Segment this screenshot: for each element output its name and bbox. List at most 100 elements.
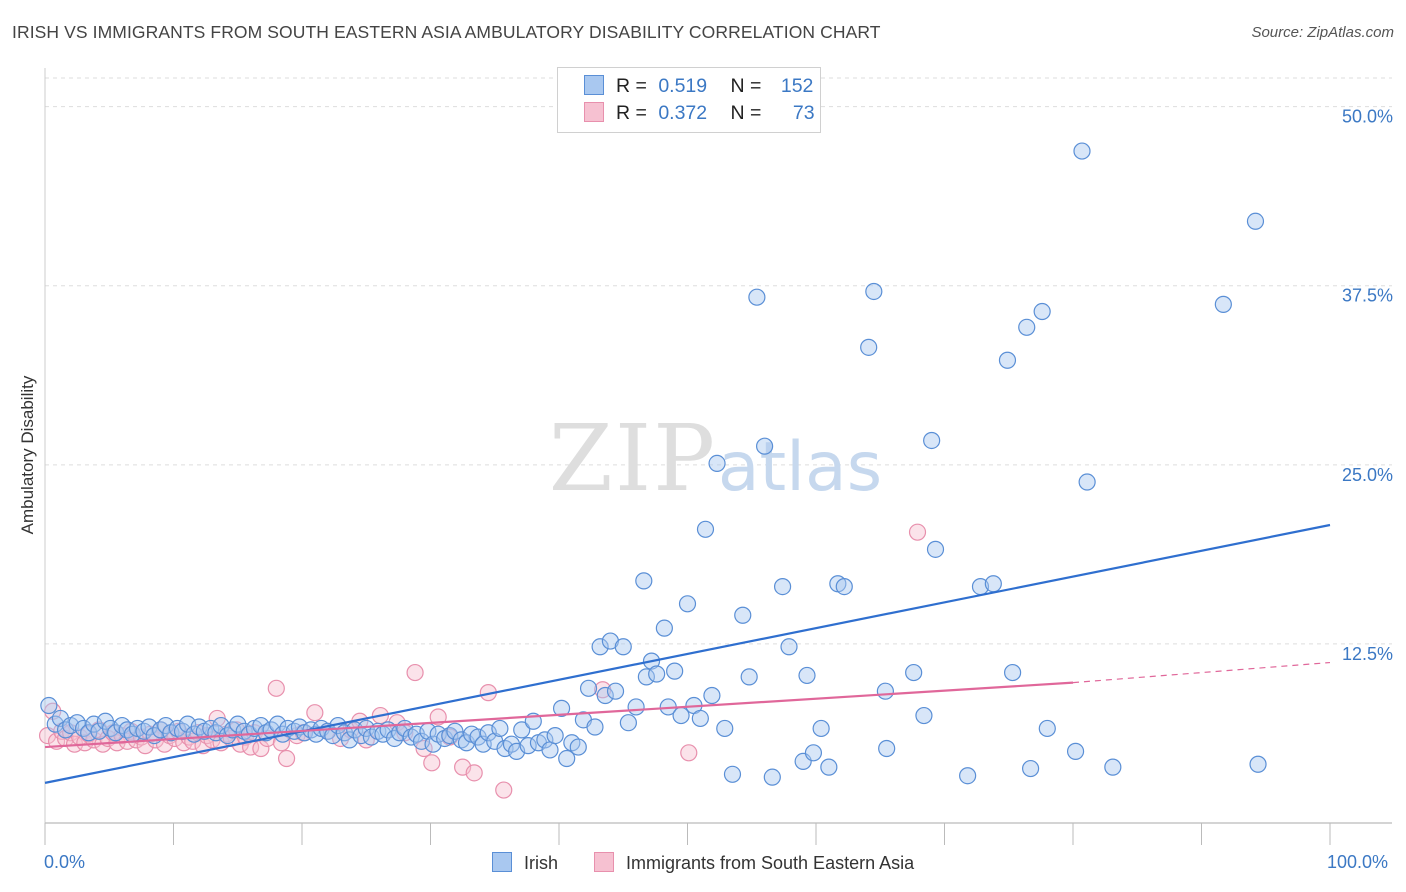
- bottom-legend-irish: Irish: [492, 852, 558, 874]
- irish-point: [740, 668, 758, 686]
- irish-point: [1018, 318, 1036, 336]
- immigrants-point: [680, 744, 698, 762]
- irish-point: [513, 721, 531, 739]
- irish-point: [591, 638, 609, 656]
- legend-n-label: N =: [730, 102, 762, 124]
- irish-point: [536, 731, 554, 749]
- source-label: Source: ZipAtlas.com: [1251, 24, 1394, 41]
- legend-r-label: R =: [616, 75, 647, 97]
- irish-points: [40, 142, 1267, 786]
- irish-point: [1078, 473, 1096, 491]
- irish-point: [452, 731, 470, 749]
- irish-point: [820, 758, 838, 776]
- immigrants-point: [306, 704, 324, 722]
- irish-point: [998, 351, 1017, 369]
- bottom-legend-irish-label: Irish: [524, 853, 559, 873]
- legend-r-label: R =: [616, 102, 647, 124]
- irish-point: [804, 744, 823, 762]
- irish-point: [1004, 663, 1022, 682]
- irish-point: [168, 719, 186, 738]
- immigrants-point: [429, 708, 447, 726]
- irish-point: [596, 686, 614, 705]
- irish-point: [40, 696, 58, 715]
- irish-point: [541, 741, 559, 759]
- irish-point: [627, 698, 645, 716]
- irish-point: [648, 665, 666, 683]
- irish-swatch: [584, 75, 604, 95]
- irish-point: [546, 727, 564, 745]
- irish-point: [780, 638, 798, 656]
- irish-point: [229, 715, 247, 733]
- axes: [44, 68, 1392, 845]
- legend-row-irish: R = 0.519 N = 152: [584, 75, 813, 97]
- irish-point: [905, 663, 923, 682]
- irish-point: [876, 682, 894, 700]
- irish-point: [798, 666, 816, 685]
- bottom-legend-immigrants: Immigrants from South Eastern Asia: [594, 852, 914, 874]
- legend-n-value: 152: [780, 75, 814, 97]
- irish-point: [860, 338, 878, 356]
- watermark-zip: ZIP: [549, 405, 717, 512]
- irish-point: [703, 686, 721, 705]
- immigrants-point: [423, 754, 441, 772]
- watermark-atlas: atlas: [718, 428, 882, 507]
- immigrants-point: [908, 523, 927, 541]
- irish-swatch: [492, 852, 512, 872]
- irish-point: [984, 575, 1002, 593]
- irish-point: [552, 699, 571, 717]
- legend-r-value: 0.372: [658, 102, 708, 124]
- y-tick-label: 12.5%: [1342, 644, 1393, 664]
- immigrants-trend-extension: [1072, 661, 1331, 684]
- irish-point: [558, 749, 576, 768]
- irish-point: [402, 728, 420, 746]
- legend-row-immigrants: R = 0.372 N = 73: [584, 102, 815, 124]
- irish-point: [812, 719, 830, 738]
- y-tick-label: 25.0%: [1342, 465, 1393, 485]
- y-tick-labels: 12.5% 25.0% 37.5% 50.0%: [1342, 107, 1393, 664]
- irish-point: [1033, 302, 1051, 321]
- irish-point: [666, 662, 684, 680]
- legend-r-value: 0.519: [658, 75, 708, 97]
- irish-point: [606, 682, 625, 700]
- irish-point: [491, 719, 509, 738]
- immigrants-point: [277, 749, 296, 768]
- irish-point: [1021, 759, 1040, 778]
- irish-point: [748, 288, 766, 306]
- irish-point: [763, 768, 781, 786]
- irish-point: [655, 619, 673, 637]
- irish-point: [1249, 755, 1267, 773]
- irish-point: [723, 765, 742, 783]
- irish-point: [446, 722, 464, 740]
- immigrants-point: [465, 764, 483, 782]
- irish-point: [569, 738, 587, 756]
- immigrants-trend-line: [44, 681, 1074, 749]
- irish-point: [878, 739, 896, 758]
- y-tick-label: 37.5%: [1342, 286, 1393, 306]
- y-tick-label: 50.0%: [1342, 107, 1393, 127]
- irish-point: [708, 454, 726, 472]
- irish-trend-line: [44, 523, 1331, 784]
- chart-title: IRISH VS IMMIGRANTS FROM SOUTH EASTERN A…: [12, 22, 881, 42]
- irish-point: [734, 606, 752, 624]
- grid-lines: [45, 77, 1392, 645]
- irish-point: [696, 520, 715, 538]
- irish-point: [678, 595, 697, 613]
- irish-point: [1066, 742, 1085, 760]
- irish-point: [716, 719, 734, 738]
- irish-point: [959, 767, 977, 785]
- irish-point: [865, 282, 883, 301]
- irish-point: [635, 572, 653, 590]
- trend-lines: [44, 523, 1331, 784]
- immigrants-swatch: [594, 852, 614, 872]
- bottom-legend-immigrants-label: Immigrants from South Eastern Asia: [626, 853, 915, 873]
- legend-n-value: 73: [792, 102, 815, 124]
- immigrants-point: [406, 663, 424, 682]
- irish-point: [1246, 212, 1265, 230]
- irish-point: [637, 668, 655, 686]
- irish-point: [926, 540, 945, 558]
- irish-point: [835, 578, 853, 596]
- irish-point: [923, 431, 941, 450]
- irish-point: [1038, 719, 1056, 738]
- immigrants-point: [267, 679, 285, 697]
- irish-point: [915, 706, 933, 725]
